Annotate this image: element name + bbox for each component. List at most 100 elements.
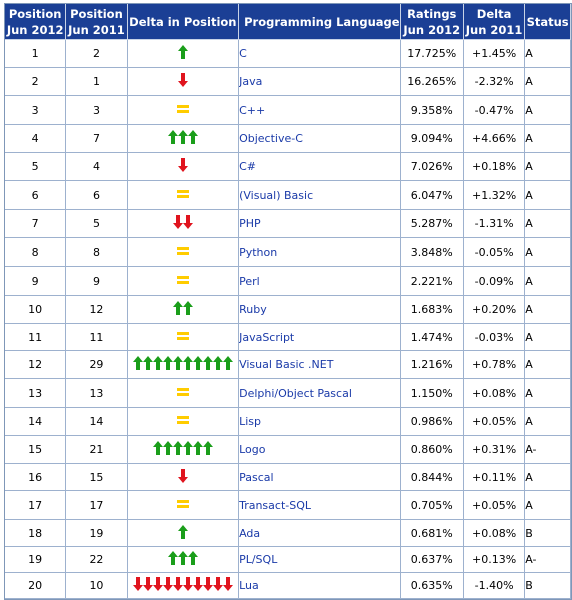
equal-icon [176,499,189,508]
language-link[interactable]: Transact-SQL [239,491,401,520]
language-link[interactable]: Lisp [239,408,401,436]
equal-icon [176,275,189,284]
rating-cell: 16.265% [400,68,464,96]
position-2011-cell: 21 [66,436,128,464]
rating-cell: 0.860% [400,436,464,464]
trend-indicator [176,275,189,285]
trend-indicator [177,45,188,59]
language-link[interactable]: Visual Basic .NET [239,351,401,379]
up-arrow-icon [192,356,203,370]
delta-rating-cell: +0.18% [463,153,526,181]
header-status: Status [525,4,571,40]
position-2011-cell: 8 [66,238,128,267]
position-2012-cell: 15 [5,436,67,464]
rating-cell: 0.637% [400,547,464,573]
delta-rating-cell: +1.45% [463,40,526,68]
trend-indicator [132,356,233,370]
language-link[interactable]: C# [239,153,401,181]
down-arrow-icon [142,577,153,591]
down-arrow-icon [177,73,188,87]
header-position-2012: Position Jun 2012 [5,4,67,40]
trend-indicator [177,468,188,483]
language-link[interactable]: Logo [239,436,401,464]
table-row: 3 3 C++ 9.358% -0.47% A [5,96,571,125]
rating-cell: 0.986% [400,408,464,436]
language-link[interactable]: JavaScript [239,324,401,351]
equal-icon [176,246,189,255]
language-link[interactable]: PHP [239,210,401,238]
delta-rating-cell: +0.13% [463,547,526,573]
delta-rating-cell: +0.20% [463,296,526,324]
language-link[interactable]: Delphi/Object Pascal [239,379,401,408]
down-arrow-icon [177,468,188,483]
up-arrow-icon [182,441,193,455]
status-cell: A [525,296,571,324]
delta-position-cell [127,351,240,379]
rating-cell: 0.681% [400,520,464,547]
language-link[interactable]: C [239,40,401,68]
position-2011-cell: 14 [66,408,128,436]
trend-indicator [176,415,189,425]
status-cell: A- [525,547,571,573]
status-cell: A- [525,436,571,464]
position-2011-cell: 12 [66,296,128,324]
language-link[interactable]: Pascal [239,464,401,491]
language-link[interactable]: (Visual) Basic [239,181,401,210]
delta-position-cell [127,547,240,573]
position-2011-cell: 4 [66,153,128,181]
equal-icon [176,387,189,396]
language-ranking-table: Position Jun 2012 Position Jun 2011 Delta … [4,3,572,600]
language-link[interactable]: PL/SQL [239,547,401,573]
table-row: 17 17 Transact-SQL 0.705% +0.05% A [5,491,571,520]
table-row: 16 15 Pascal 0.844% +0.11% A [5,464,571,491]
delta-position-cell [127,408,240,436]
up-arrow-icon [177,524,188,539]
delta-position-cell [127,125,240,153]
language-link[interactable]: Ada [239,520,401,547]
language-link[interactable]: Lua [239,573,401,599]
delta-rating-cell: +1.32% [463,181,526,210]
trend-indicator [176,189,189,199]
status-cell: A [525,351,571,379]
delta-rating-cell: +0.05% [463,408,526,436]
rating-cell: 0.705% [400,491,464,520]
language-link[interactable]: Python [239,238,401,267]
up-arrow-icon [192,441,203,455]
up-arrow-icon [167,551,178,565]
language-link[interactable]: Java [239,68,401,96]
position-2012-cell: 6 [5,181,67,210]
status-cell: A [525,210,571,238]
trend-indicator [176,499,189,509]
position-2011-cell: 15 [66,464,128,491]
table-row: 19 22 PL/SQL 0.637% +0.13% A- [5,547,571,573]
trend-indicator [177,73,188,87]
language-link[interactable]: Ruby [239,296,401,324]
language-link[interactable]: Objective-C [239,125,401,153]
position-2012-cell: 8 [5,238,67,267]
up-arrow-icon [172,356,183,370]
status-cell: A [525,125,571,153]
delta-position-cell [127,238,240,267]
status-cell: B [525,573,571,599]
up-arrow-icon [177,551,188,565]
delta-rating-cell: -1.40% [463,573,526,599]
table-row: 20 10 Lua 0.635% -1.40% B [5,573,571,599]
table-body: 1 2 C 17.725% +1.45% A 2 1 Java 16.265% -2.32% A 3 3 C… [5,40,571,599]
up-arrow-icon [152,356,163,370]
rating-cell: 3.848% [400,238,464,267]
position-2012-cell: 9 [5,267,67,296]
delta-rating-cell: +4.66% [463,125,526,153]
up-arrow-icon [202,356,213,370]
delta-position-cell [127,296,240,324]
up-arrow-icon [142,356,153,370]
down-arrow-icon [162,577,173,591]
delta-rating-cell: -0.03% [463,324,526,351]
language-link[interactable]: Perl [239,267,401,296]
trend-indicator [176,104,189,114]
up-arrow-icon [202,441,213,455]
rating-cell: 9.094% [400,125,464,153]
rating-cell: 1.683% [400,296,464,324]
header-ratings: Ratings Jun 2012 [400,4,464,40]
delta-rating-cell: +0.08% [463,379,526,408]
language-link[interactable]: C++ [239,96,401,125]
